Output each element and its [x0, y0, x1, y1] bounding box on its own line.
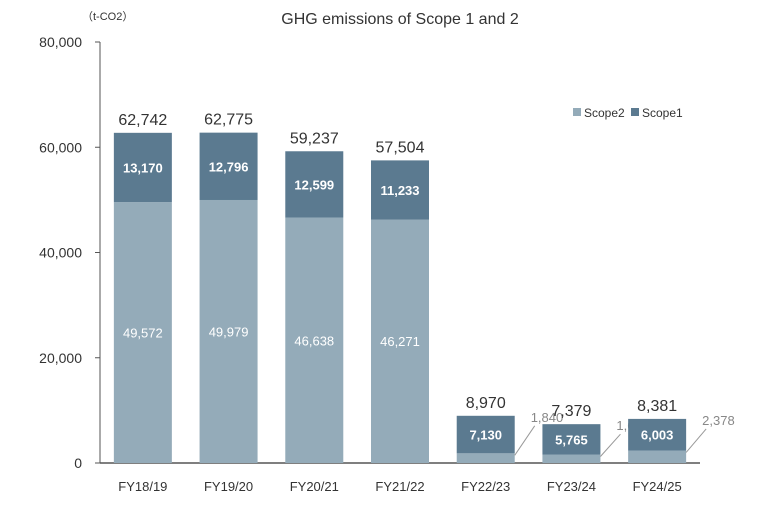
- scope2-leader-line: [600, 433, 621, 457]
- chart-title: GHG emissions of Scope 1 and 2: [281, 11, 519, 28]
- legend-label-scope2: Scope2: [584, 106, 625, 120]
- x-tick-label: FY20/21: [290, 479, 339, 494]
- bar-scope1: [542, 424, 601, 455]
- bar-scope1: [628, 418, 687, 451]
- total-label: 59,237: [290, 130, 339, 147]
- scope2-value-label: 49,572: [123, 326, 163, 341]
- bar-scope1: [456, 415, 515, 454]
- y-axis-unit-label: （t-CO2）: [82, 10, 133, 23]
- scope1-value-label: 11,233: [380, 183, 419, 198]
- bar-scope1: [199, 132, 258, 200]
- legend-label-scope1: Scope1: [642, 106, 683, 120]
- y-tick-label: 20,000: [39, 350, 82, 366]
- scope2-leader-line: [685, 428, 707, 453]
- scope1-value-label: 12,796: [209, 159, 249, 174]
- total-label: 7,379: [551, 403, 591, 420]
- bar-scope2: [628, 450, 687, 463]
- y-tick-label: 60,000: [39, 139, 82, 155]
- scope1-value-label: 5,765: [555, 432, 588, 447]
- total-label: 62,775: [204, 112, 253, 129]
- bar-scope2: [371, 219, 429, 463]
- bar-scope1: [371, 160, 429, 220]
- y-tick-label: 40,000: [39, 245, 82, 261]
- x-tick-label: FY23/24: [547, 479, 596, 494]
- bar-scope2: [456, 453, 515, 463]
- bar-scope1: [285, 151, 344, 218]
- total-label: 8,381: [637, 398, 677, 415]
- bar-scope2: [199, 199, 258, 463]
- scope2-value-label: 2,378: [702, 413, 735, 428]
- scope1-value-label: 6,003: [641, 428, 674, 443]
- total-label: 8,970: [466, 395, 506, 412]
- y-tick-label: 0: [74, 455, 82, 471]
- scope1-value-label: 13,170: [123, 160, 163, 175]
- scope2-leader-line: [514, 425, 536, 456]
- x-tick-label: FY22/23: [461, 479, 510, 494]
- x-tick-label: FY18/19: [118, 479, 167, 494]
- x-tick-label: FY21/22: [375, 479, 424, 494]
- bar-scope1: [113, 132, 172, 203]
- scope2-value-label: 49,979: [209, 324, 249, 339]
- legend-swatch-scope1: [631, 108, 639, 116]
- scope2-value-label: 1,840: [531, 410, 564, 425]
- x-tick-label: FY24/25: [633, 479, 682, 494]
- bar-scope2: [113, 202, 172, 463]
- bar-scope2: [285, 217, 344, 463]
- x-tick-label: FY19/20: [204, 479, 253, 494]
- total-label: 57,504: [376, 139, 425, 156]
- scope1-value-label: 12,599: [294, 177, 334, 192]
- scope2-value-label: 46,638: [294, 333, 334, 348]
- y-tick-label: 80,000: [39, 34, 82, 50]
- legend-swatch-scope2: [573, 108, 581, 116]
- scope2-value-label: 46,271: [380, 334, 420, 349]
- total-label: 62,742: [118, 112, 167, 129]
- bar-scope2: [542, 454, 601, 463]
- scope1-value-label: 7,130: [469, 428, 502, 443]
